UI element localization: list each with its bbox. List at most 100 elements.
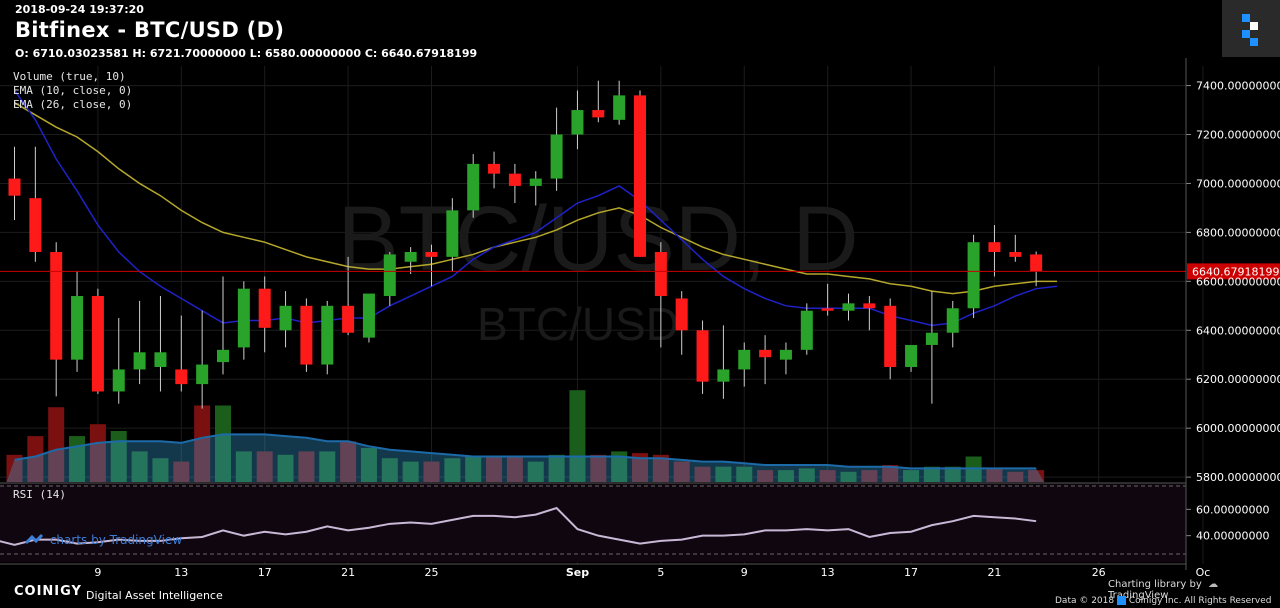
candle-body [779,349,792,360]
tradingview-badge[interactable]: charts by TradingView [24,532,182,549]
rsi-tick-label: 60.00000000 [1196,503,1269,516]
price-tick-label: 7200.00000000 [1196,129,1280,142]
watermark-sub: BTC/USD [477,298,679,350]
candle-body [217,349,229,363]
last-price-tag [1187,263,1280,280]
charting-library-text: Charting library by [1108,579,1202,590]
price-tick-label: 6200.00000000 [1196,373,1280,386]
time-tick-label: 17 [904,566,918,579]
candle-body [967,242,980,309]
time-tick-label: 26 [1092,566,1106,579]
price-axis: 7400.00000000 7200.00000000 7000.00000000 6… [1185,58,1280,570]
volume-bar [798,468,815,482]
coinigy-small-icon [1117,596,1126,605]
rsi-pane: 60.00000000 40.00000000 [0,482,1269,562]
price-tick-label: 6000.00000000 [1196,422,1280,435]
volume-bar [235,451,252,482]
candle-body [237,288,250,348]
tradingview-badge-text: charts by TradingView [49,533,183,547]
ohlc-readout: O: 6710.03023581 H: 6721.70000000 L: 658… [15,47,478,60]
volume-bar [611,451,628,482]
candle-body [154,352,167,367]
volume-bar [110,431,127,482]
charting-library-credit[interactable]: Charting library by ☁ TradingView [1108,579,1280,601]
candle-body [842,303,855,311]
ema10-line [13,90,1058,327]
price-tick-label: 5800.00000000 [1196,471,1280,484]
rsi-line [0,506,1037,546]
volume-bar [673,461,690,482]
volume-bar [715,466,732,482]
volume-bar [652,454,669,482]
tradingview-name: TradingView [1108,590,1169,601]
ema10-indicator-label[interactable]: EMA (10, close, 0) [13,84,133,97]
coinigy-logo-button[interactable] [1222,0,1280,57]
candle-body [91,296,104,392]
volume-bar [840,471,857,482]
volume-bar [381,458,398,482]
volume-bars [6,390,1045,482]
volume-bar [548,454,565,482]
volume-bar [152,458,169,482]
candle-body [1009,251,1022,257]
last-price-label: 6640.67918199 [1192,265,1279,278]
candle-body [175,369,188,385]
volume-bar [882,465,899,482]
last-price-line: 6640.67918199 [0,263,1280,280]
candle-body [50,251,63,360]
candle-body [321,305,334,365]
candle-body [988,242,1001,252]
volume-indicator-label[interactable]: Volume (true, 10) [13,70,126,83]
candle-body [425,251,438,257]
candle-body [925,332,938,345]
volume-bar [465,456,482,482]
volume-bar [131,451,148,482]
candle-body [300,305,313,365]
time-tick-label: 5 [657,566,664,579]
time-axis: 9 13 17 21 25 Sep 5 9 13 17 21 26 Oc [0,563,1210,579]
copyright-line: Data © 2018 Coinigy Inc. All Rights Rese… [1055,596,1271,606]
candle-body [592,110,605,118]
candle-body [446,210,459,257]
candle-body [613,95,626,120]
rsi-indicator-label[interactable]: RSI (14) [13,488,66,501]
volume-ma-area [6,434,1045,482]
time-tick-label: 21 [341,566,355,579]
candle-body [550,134,563,179]
volume-bar [298,451,315,482]
volume-bar [340,441,357,482]
volume-bar [444,458,461,482]
volume-bar [861,470,878,482]
volume-bar [923,466,940,482]
candle-body [362,293,375,338]
volume-bar [527,461,544,482]
volume-bar [757,470,774,482]
candle-body [133,352,146,370]
volume-bar [986,468,1003,482]
volume-bar [1007,471,1024,482]
volume-bar [736,466,753,482]
volume-bar [944,466,961,482]
watermark: BTC/USD, D BTC/USD [337,188,858,350]
volume-bar [590,454,607,482]
coinigy-footer-logo[interactable]: COINIGY [14,584,82,599]
volume-bar [694,466,711,482]
candle-body [675,298,688,331]
volume-bar [903,470,920,482]
candle-body [1030,254,1043,272]
volume-bar [215,405,231,482]
ema26-indicator-label[interactable]: EMA (26, close, 0) [13,98,133,111]
price-tick-label: 7000.00000000 [1196,177,1280,190]
candle-body [946,308,959,333]
time-tick-label: 13 [821,566,835,579]
candle-body [8,178,21,196]
rsi-background [0,483,1186,562]
time-tick-label: 9 [741,566,748,579]
volume-bar [423,461,440,482]
watermark-main: BTC/USD, D [337,188,858,290]
candle-body [821,308,834,311]
copyright-company: Coinigy Inc. All Rights Reserved [1128,596,1272,606]
time-tick-label: 13 [174,566,188,579]
volume-bar [402,461,419,482]
